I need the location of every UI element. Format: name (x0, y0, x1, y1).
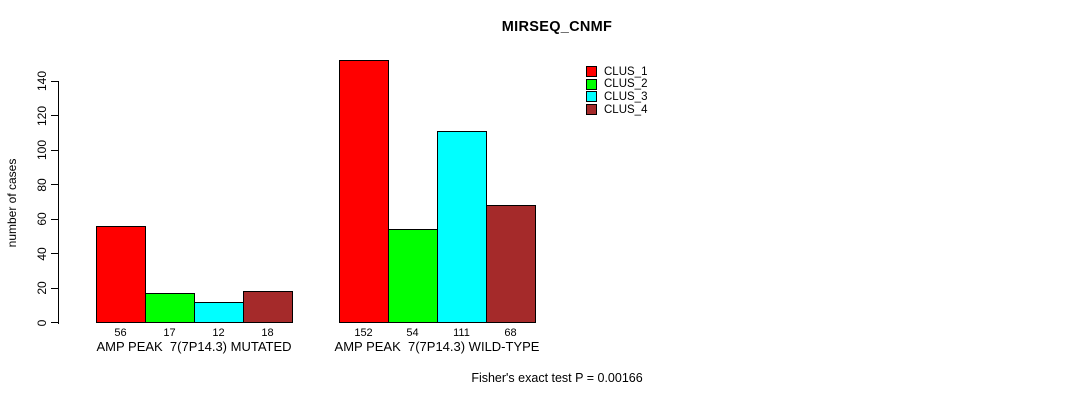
y-tick-label: 140 (35, 70, 49, 92)
legend-row-clus_2: CLUS_2 (586, 78, 648, 91)
legend-swatch-icon (586, 91, 597, 103)
y-tick-label: 40 (35, 246, 49, 261)
legend-row-clus_1: CLUS_1 (586, 65, 648, 78)
y-tick-mark (51, 149, 58, 151)
y-axis-line (58, 81, 59, 324)
bar-clus_3-group2 (437, 131, 487, 324)
y-tick-mark (51, 287, 58, 289)
legend-swatch-icon (586, 78, 597, 90)
bar-value-label: 12 (212, 327, 225, 339)
y-tick-mark (51, 115, 58, 116)
y-tick-label: 20 (35, 281, 49, 295)
legend-label: CLUS_3 (604, 90, 648, 103)
bar-clus_4-group2 (486, 205, 536, 324)
legend-label: CLUS_4 (604, 103, 648, 116)
x-category-label: AMP PEAK 7(7P14.3) WILD-TYPE (334, 339, 540, 354)
legend-row-clus_4: CLUS_4 (586, 103, 648, 116)
bar-value-label: 152 (354, 327, 373, 339)
y-tick-label: 120 (35, 105, 49, 126)
legend-swatch-icon (586, 66, 597, 77)
y-tick-mark (51, 253, 58, 254)
y-tick-label: 60 (35, 212, 49, 226)
y-tick-mark (51, 218, 58, 220)
y-tick-label: 0 (35, 319, 49, 326)
y-tick-mark (51, 322, 58, 323)
bar-clus_1-group2 (339, 60, 389, 324)
y-tick-mark (51, 80, 58, 82)
bar-value-label: 68 (504, 327, 517, 339)
bar-clus_2-group1 (145, 293, 195, 324)
y-axis-title: number of cases (5, 158, 19, 248)
bar-value-label: 56 (114, 327, 127, 339)
legend: CLUS_1 CLUS_2 CLUS_3 CLUS_4 (586, 66, 647, 117)
legend-row-clus_3: CLUS_3 (586, 90, 648, 103)
bar-clus_3-group1 (194, 301, 244, 324)
bar-clus_2-group2 (388, 229, 438, 324)
y-tick-label: 100 (35, 139, 49, 161)
legend-label: CLUS_2 (604, 78, 648, 91)
bar-clus_1-group1 (96, 225, 146, 324)
x-category-label: AMP PEAK 7(7P14.3) MUTATED (96, 339, 292, 354)
legend-swatch-icon (586, 104, 597, 116)
y-tick-label: 80 (35, 177, 49, 192)
chart-title: MIRSEQ_CNMF (501, 19, 613, 35)
y-tick-mark (51, 184, 58, 185)
stats-caption: Fisher's exact test P = 0.00166 (471, 371, 643, 385)
bar-value-label: 18 (261, 327, 274, 339)
bar-clus_4-group1 (243, 291, 293, 324)
legend-label: CLUS_1 (604, 65, 648, 78)
bar-value-label: 17 (163, 327, 176, 339)
bar-value-label: 54 (406, 327, 419, 339)
bar-value-label: 111 (453, 327, 470, 339)
